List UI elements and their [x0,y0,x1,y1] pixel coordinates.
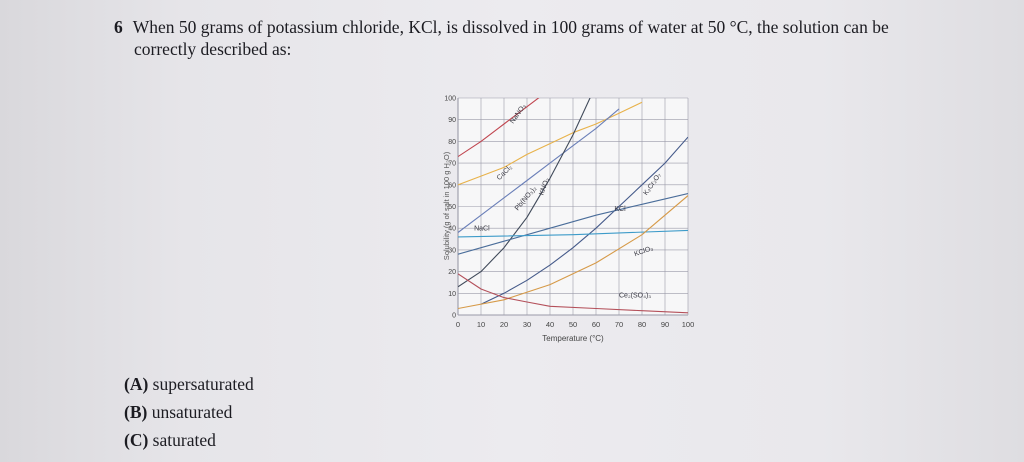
y-tick-label: 10 [448,291,456,298]
choice-a[interactable]: (A) supersaturated [124,370,254,398]
question-line-2: correctly described as: [134,39,292,59]
choice-a-letter: (A) [124,374,149,394]
series-line-2 [458,108,620,233]
y-tick-label: 50 [448,204,456,211]
x-tick-label: 60 [592,320,600,329]
choice-b[interactable]: (B) unsaturated [124,398,254,426]
y-tick-label: 20 [448,269,456,276]
question-line-1: When 50 grams of potassium chloride, KCl… [132,17,889,37]
series-line-6 [458,229,688,238]
y-tick-label: 40 [448,226,456,233]
series-label: Ce₂(SO₄)₃ [619,293,651,300]
question-text: 6 When 50 grams of potassium chloride, KC… [114,16,974,60]
y-tick-label: 90 [448,117,456,124]
choice-c-letter: (C) [124,430,149,450]
series-line-8 [458,273,688,314]
y-axis-label: Solubility (g of salt in 100 g H₂O) [442,151,451,260]
y-tick-label: 100 [444,96,456,103]
x-tick-label: 80 [638,320,646,329]
x-tick-label: 70 [615,320,623,329]
x-tick-label: 90 [661,320,669,329]
choice-b-letter: (B) [124,402,148,422]
x-tick-label: 40 [546,320,554,329]
series-label: NaCl [474,225,490,232]
choice-a-text: supersaturated [152,374,254,394]
x-tick-label: 0 [456,320,460,329]
x-tick-label: 30 [523,320,531,329]
y-tick-label: 80 [448,139,456,146]
series-line-4 [480,136,688,305]
series-line-3 [458,98,591,288]
answer-choices: (A) supersaturated (B) unsaturated (C) s… [124,370,254,454]
y-tick-label: 0 [452,313,456,320]
series-label: KCl [614,206,626,213]
series-line-7 [458,195,688,310]
choice-c[interactable]: (C) saturated [124,426,254,454]
solubility-chart: NaNO₃ CaCl₂ Pb(NO₃)₂ KNO₃ K₂Cr₂O₇ KCl NaCl KClO… [440,86,720,348]
choice-b-text: unsaturated [151,402,233,422]
x-tick-label: 100 [682,320,695,329]
series-line-5 [458,192,688,255]
series-line-1 [458,101,643,186]
x-tick-label: 20 [500,320,508,329]
y-tick-label: 60 [448,182,456,189]
x-axis-label: Temperature (°C) [542,334,604,343]
y-tick-label: 70 [448,161,456,168]
tick-layer: 0 10 20 30 40 50 60 70 80 90 100 0 10 20 30 40 50 60 70 80 9… [444,96,694,330]
x-tick-label: 10 [477,320,485,329]
series-line-0 [458,98,540,158]
question-number: 6 [114,17,123,37]
choice-c-text: saturated [152,430,216,450]
x-tick-label: 50 [569,320,577,329]
y-tick-label: 30 [448,247,456,254]
